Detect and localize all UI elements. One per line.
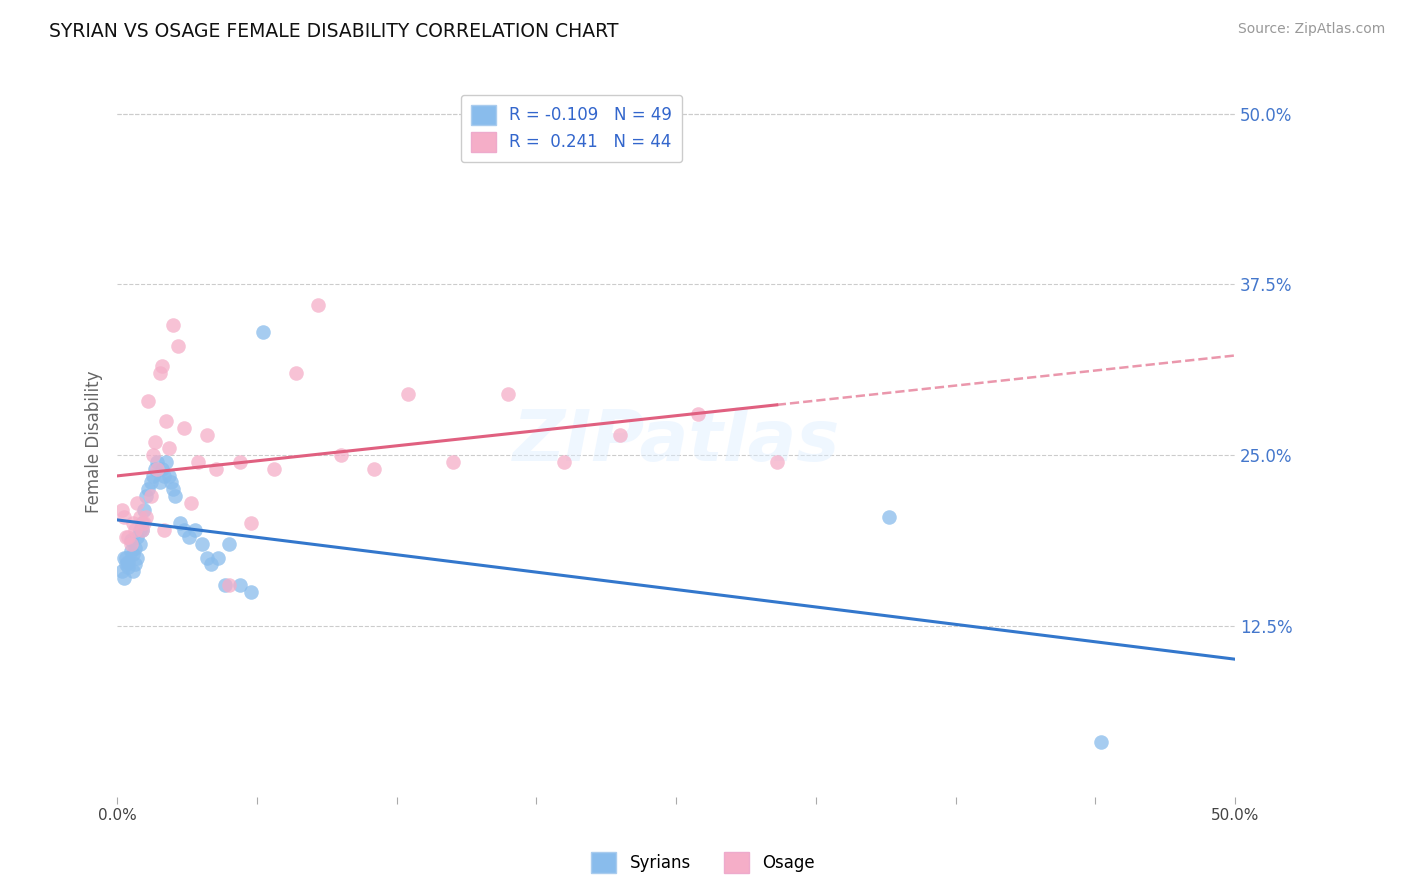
Legend: Syrians, Osage: Syrians, Osage bbox=[585, 846, 821, 880]
Point bbox=[169, 516, 191, 531]
Text: Source: ZipAtlas.com: Source: ZipAtlas.com bbox=[1237, 22, 1385, 37]
Point bbox=[191, 537, 214, 551]
Point bbox=[149, 475, 172, 490]
Point bbox=[117, 555, 139, 569]
Point bbox=[112, 509, 135, 524]
Point bbox=[165, 489, 187, 503]
Point bbox=[218, 578, 240, 592]
Point bbox=[204, 462, 226, 476]
Point bbox=[117, 530, 139, 544]
Point bbox=[121, 547, 143, 561]
Point bbox=[155, 455, 177, 469]
Point bbox=[124, 524, 146, 538]
Point bbox=[115, 530, 138, 544]
Point bbox=[252, 325, 274, 339]
Point bbox=[240, 516, 263, 531]
Point bbox=[157, 468, 180, 483]
Point bbox=[214, 578, 236, 592]
Point bbox=[229, 455, 252, 469]
Point bbox=[112, 571, 135, 585]
Point bbox=[263, 462, 285, 476]
Point bbox=[131, 524, 153, 538]
Point bbox=[688, 407, 710, 421]
Point bbox=[127, 550, 149, 565]
Point bbox=[146, 462, 169, 476]
Point bbox=[363, 462, 385, 476]
Point bbox=[142, 448, 165, 462]
Point bbox=[207, 550, 229, 565]
Point bbox=[765, 455, 787, 469]
Point bbox=[117, 560, 139, 574]
Point bbox=[173, 524, 195, 538]
Point bbox=[240, 584, 263, 599]
Point bbox=[177, 530, 200, 544]
Point bbox=[128, 524, 150, 538]
Point bbox=[120, 543, 142, 558]
Point bbox=[127, 530, 149, 544]
Point bbox=[1090, 735, 1112, 749]
Point bbox=[180, 496, 202, 510]
Point bbox=[184, 524, 207, 538]
Point bbox=[121, 564, 143, 578]
Point bbox=[187, 455, 209, 469]
Point bbox=[135, 489, 157, 503]
Point bbox=[138, 483, 160, 497]
Point bbox=[120, 533, 142, 547]
Point bbox=[329, 448, 352, 462]
Point bbox=[285, 366, 308, 380]
Point bbox=[498, 386, 520, 401]
Point bbox=[149, 366, 172, 380]
Point bbox=[155, 414, 177, 428]
Point bbox=[153, 468, 176, 483]
Point bbox=[138, 393, 160, 408]
Point bbox=[153, 524, 176, 538]
Point bbox=[195, 550, 218, 565]
Point bbox=[229, 578, 252, 592]
Point bbox=[124, 541, 146, 555]
Point bbox=[143, 462, 166, 476]
Point bbox=[111, 503, 134, 517]
Point bbox=[396, 386, 419, 401]
Y-axis label: Female Disability: Female Disability bbox=[86, 370, 103, 513]
Point bbox=[200, 558, 222, 572]
Point bbox=[173, 421, 195, 435]
Point bbox=[139, 475, 162, 490]
Point bbox=[441, 455, 464, 469]
Point bbox=[157, 442, 180, 456]
Text: ZIPatlas: ZIPatlas bbox=[512, 407, 839, 476]
Point bbox=[115, 558, 138, 572]
Point bbox=[143, 434, 166, 449]
Point bbox=[150, 462, 173, 476]
Point bbox=[162, 483, 184, 497]
Point bbox=[162, 318, 184, 333]
Point bbox=[132, 503, 155, 517]
Point bbox=[146, 455, 169, 469]
Point bbox=[307, 298, 329, 312]
Legend: R = -0.109   N = 49, R =  0.241   N = 44: R = -0.109 N = 49, R = 0.241 N = 44 bbox=[461, 95, 682, 162]
Point bbox=[124, 558, 146, 572]
Point bbox=[111, 564, 134, 578]
Point bbox=[218, 537, 240, 551]
Point bbox=[131, 524, 153, 538]
Point bbox=[139, 489, 162, 503]
Point bbox=[112, 550, 135, 565]
Point bbox=[150, 359, 173, 374]
Point bbox=[128, 537, 150, 551]
Point bbox=[166, 339, 188, 353]
Point bbox=[195, 427, 218, 442]
Point bbox=[121, 516, 143, 531]
Point bbox=[127, 496, 149, 510]
Point bbox=[131, 516, 153, 531]
Point bbox=[142, 468, 165, 483]
Text: SYRIAN VS OSAGE FEMALE DISABILITY CORRELATION CHART: SYRIAN VS OSAGE FEMALE DISABILITY CORREL… bbox=[49, 22, 619, 41]
Point bbox=[128, 509, 150, 524]
Point bbox=[135, 509, 157, 524]
Point bbox=[877, 509, 900, 524]
Point bbox=[609, 427, 631, 442]
Point bbox=[160, 475, 183, 490]
Point bbox=[120, 537, 142, 551]
Point bbox=[132, 516, 155, 531]
Point bbox=[115, 550, 138, 565]
Point bbox=[553, 455, 575, 469]
